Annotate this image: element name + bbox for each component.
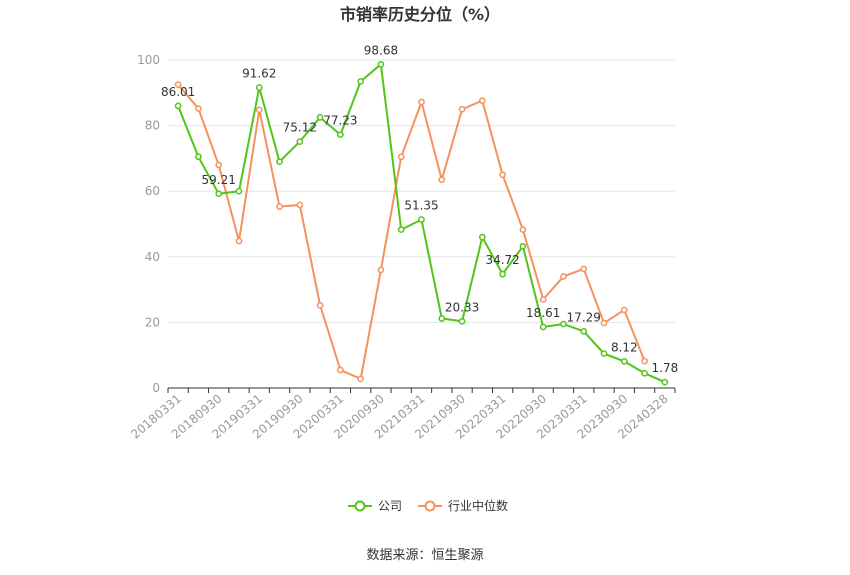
data-point xyxy=(316,114,324,121)
data-label: 59.21 xyxy=(202,173,236,187)
series-line-0 xyxy=(177,62,666,384)
data-point xyxy=(519,242,527,250)
data-label: 34.72 xyxy=(485,253,519,267)
data-point xyxy=(418,98,425,106)
data-point xyxy=(539,323,547,331)
data-labels: 86.01 59.21 91.62 75.12 77.23 98.68 51.35 20.33… xyxy=(161,43,678,375)
data-point xyxy=(600,350,608,357)
data-point xyxy=(438,176,446,184)
legend-swatch-marker-0 xyxy=(354,500,366,512)
data-point xyxy=(195,105,202,112)
data-point xyxy=(195,153,202,161)
y-axis: 0 20 40 60 80 100 xyxy=(137,53,160,395)
legend-label-0: 公司 xyxy=(378,499,402,513)
data-label: 75.12 xyxy=(283,121,317,135)
data-point xyxy=(276,158,283,166)
data-point xyxy=(580,265,588,273)
data-point xyxy=(519,226,527,233)
data-point xyxy=(215,190,223,198)
data-point xyxy=(438,315,446,322)
data-point xyxy=(296,201,304,209)
data-label: 86.01 xyxy=(161,85,195,99)
data-label: 1.78 xyxy=(652,361,679,375)
data-point xyxy=(235,237,243,245)
data-point xyxy=(377,266,385,274)
data-point xyxy=(641,357,648,365)
data-source: 数据来源：恒生聚源 xyxy=(366,548,483,563)
data-point xyxy=(357,375,365,383)
data-label: 51.35 xyxy=(404,199,438,213)
data-point xyxy=(560,273,567,280)
data-point xyxy=(337,131,344,139)
series-line-1 xyxy=(177,83,646,381)
data-label: 8.12 xyxy=(611,340,638,354)
y-tick-label: 100 xyxy=(137,53,160,67)
data-label: 77.23 xyxy=(323,114,357,128)
data-point xyxy=(499,270,506,278)
data-point xyxy=(174,81,182,88)
y-tick-label: 40 xyxy=(145,250,160,264)
data-point xyxy=(235,187,243,195)
data-point xyxy=(499,171,506,179)
data-point xyxy=(255,84,263,91)
data-point xyxy=(600,319,608,327)
data-point xyxy=(316,301,324,309)
y-tick-label: 80 xyxy=(145,119,160,133)
data-point xyxy=(458,317,466,325)
chart-title: 市销率历史分位（%） xyxy=(340,5,500,24)
y-tick-label: 60 xyxy=(145,184,160,198)
data-point xyxy=(560,320,567,328)
data-point xyxy=(641,369,648,377)
data-point xyxy=(357,77,365,85)
legend[interactable]: 公司 行业中位数 xyxy=(348,498,508,513)
data-label: 18.61 xyxy=(526,306,560,320)
data-point xyxy=(418,216,425,223)
data-point xyxy=(478,97,486,105)
data-point xyxy=(620,306,628,314)
data-point xyxy=(458,105,466,113)
data-point xyxy=(255,106,263,114)
data-point xyxy=(174,102,182,110)
series-layer xyxy=(174,60,669,386)
data-point xyxy=(620,358,628,365)
data-point xyxy=(397,226,405,233)
data-label: 20.33 xyxy=(445,300,479,314)
data-label: 91.62 xyxy=(242,66,276,80)
data-point xyxy=(377,60,385,68)
data-point xyxy=(276,203,283,210)
y-tick-label: 0 xyxy=(152,381,160,395)
x-axis: 2018033120180930201903312019093020200331… xyxy=(128,387,676,442)
data-point xyxy=(478,233,486,241)
y-tick-label: 20 xyxy=(145,315,160,329)
data-label: 98.68 xyxy=(364,43,398,57)
data-point xyxy=(539,296,547,303)
legend-swatch-marker-1 xyxy=(424,500,436,512)
data-point xyxy=(215,161,223,169)
data-point xyxy=(580,327,588,335)
data-point xyxy=(337,366,344,374)
data-point xyxy=(296,138,304,145)
data-point xyxy=(397,153,405,161)
legend-label-1: 行业中位数 xyxy=(448,498,508,513)
data-point xyxy=(661,378,669,386)
data-label: 17.29 xyxy=(567,310,601,324)
